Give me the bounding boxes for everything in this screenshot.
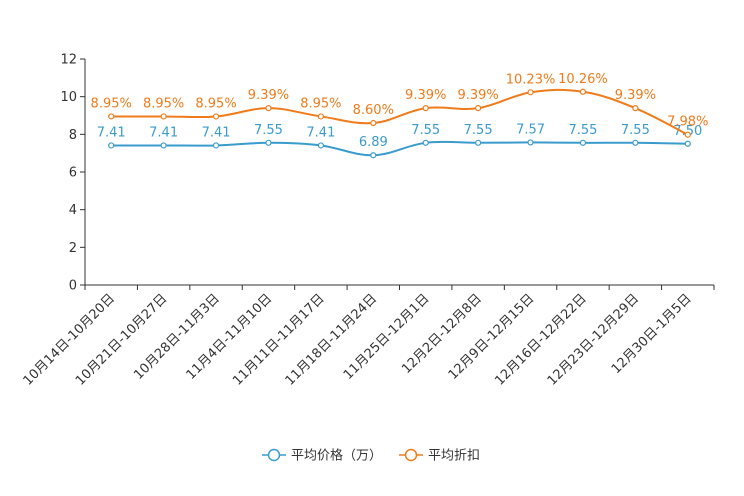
- data-point[interactable]: [317, 113, 324, 120]
- y-tick-label: 2: [69, 241, 77, 256]
- data-point[interactable]: [422, 105, 429, 112]
- x-tick-label: 12月16日-12月22日: [492, 291, 589, 388]
- y-tick-label: 0: [69, 279, 77, 294]
- data-point[interactable]: [317, 142, 324, 149]
- data-label: 7.55: [254, 123, 283, 138]
- legend-marker-icon: [267, 448, 281, 462]
- data-point[interactable]: [632, 139, 639, 146]
- series-price: 7.41 7.41 7.41 7.55 7.41 6.89 7.55 7.55 7.57 7.55…: [97, 122, 702, 159]
- data-label: 9.39%: [457, 88, 498, 103]
- data-label: 7.98%: [667, 115, 708, 130]
- data-point[interactable]: [160, 113, 167, 120]
- data-point[interactable]: [527, 89, 534, 96]
- series-line: [111, 140, 688, 157]
- data-label: 7.55: [621, 123, 650, 138]
- data-point[interactable]: [108, 142, 115, 149]
- data-point[interactable]: [108, 113, 115, 120]
- legend[interactable]: 平均价格（万） 平均折扣: [262, 448, 480, 464]
- data-label: 10.26%: [558, 72, 608, 87]
- legend-item-price[interactable]: 平均价格（万）: [262, 448, 382, 464]
- data-point[interactable]: [212, 113, 220, 120]
- data-label: 6.89: [359, 135, 388, 150]
- data-point[interactable]: [684, 131, 691, 138]
- data-point[interactable]: [265, 139, 272, 146]
- y-tick-label: 4: [69, 203, 77, 218]
- data-point[interactable]: [212, 142, 220, 149]
- data-point[interactable]: [370, 119, 377, 127]
- x-tick-label: 11月11日-11月17日: [230, 291, 327, 388]
- data-label: 7.55: [411, 123, 440, 138]
- data-point[interactable]: [684, 140, 691, 147]
- data-point[interactable]: [579, 139, 587, 146]
- data-label: 7.41: [97, 125, 126, 140]
- y-tick-label: 12: [60, 53, 77, 68]
- series-layer: 7.41 7.41 7.41 7.55 7.41 6.89 7.55 7.55 7.57 7.55…: [91, 72, 708, 159]
- data-point[interactable]: [265, 105, 272, 112]
- data-label: 7.50: [673, 124, 702, 139]
- data-label: 9.39%: [248, 88, 289, 103]
- data-label: 7.41: [306, 125, 335, 140]
- data-label: 7.55: [464, 123, 493, 138]
- y-tick-label: 10: [60, 90, 77, 105]
- data-point[interactable]: [422, 139, 429, 146]
- legend-label: 平均折扣: [428, 449, 480, 464]
- y-tick-label: 6: [69, 166, 77, 181]
- data-point[interactable]: [370, 152, 377, 159]
- data-label: 9.39%: [615, 88, 656, 103]
- x-axis: 10月14日-10月20日10月21日-10月27日10月28日-11月3日11…: [21, 284, 715, 389]
- x-tick-label: 12月23日-12月29日: [545, 291, 642, 388]
- data-point[interactable]: [527, 139, 534, 146]
- data-point[interactable]: [160, 142, 167, 149]
- legend-item-discount[interactable]: 平均折扣: [399, 449, 480, 464]
- series-line: [111, 88, 689, 136]
- data-point[interactable]: [632, 105, 639, 112]
- data-label: 7.57: [516, 122, 545, 137]
- data-label: 7.41: [149, 125, 178, 140]
- data-label: 9.39%: [405, 88, 446, 103]
- legend-label: 平均价格（万）: [291, 448, 382, 464]
- data-label: 8.95%: [91, 96, 132, 111]
- x-tick-label: 11月18日-11月24日: [283, 291, 380, 388]
- x-tick-label: 10月14日-10月20日: [21, 291, 118, 388]
- data-point[interactable]: [579, 88, 587, 95]
- x-tick-label: 10月21日-10月27日: [73, 291, 170, 388]
- legend-marker-icon: [404, 448, 418, 462]
- data-label: 7.41: [202, 125, 231, 140]
- y-axis: 0 2 4 6 8 10 12: [60, 53, 86, 294]
- y-tick-label: 8: [69, 128, 77, 143]
- data-label: 10.23%: [506, 72, 556, 87]
- data-point[interactable]: [475, 105, 482, 112]
- data-label: 8.95%: [195, 96, 236, 111]
- data-label: 7.55: [568, 123, 597, 138]
- data-label: 8.95%: [300, 96, 341, 111]
- data-label: 8.95%: [143, 96, 184, 111]
- data-label: 8.60%: [353, 103, 394, 118]
- series-discount: 8.95% 8.95% 8.95% 9.39% 8.95% 8.60% 9.39% 9.39%…: [91, 72, 708, 138]
- data-point[interactable]: [475, 139, 482, 146]
